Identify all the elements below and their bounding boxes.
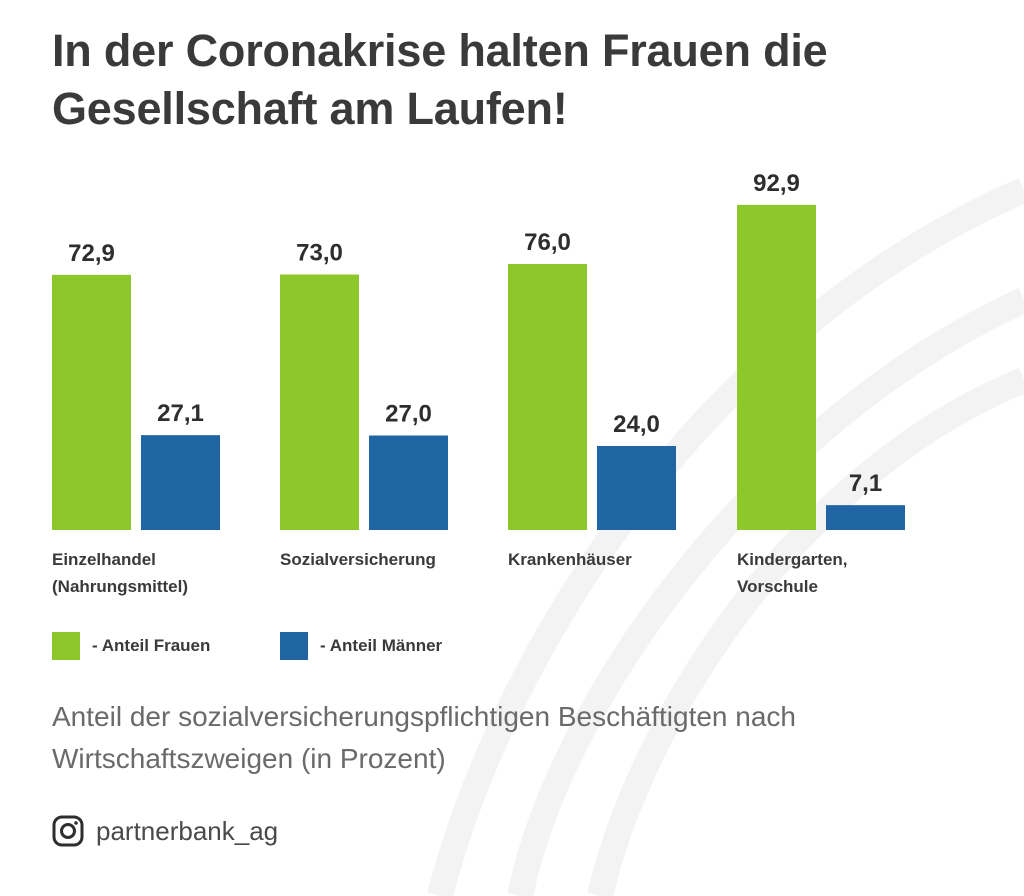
legend-label-maenner: - Anteil Männer [320,636,443,655]
category-label-sozialversicherung: Sozialversicherung [280,550,436,569]
chart-subtitle: Anteil der sozialversicherungspflichtige… [52,701,796,774]
data-label-maenner-einzelhandel: 27,1 [157,400,204,427]
legend-swatch-maenner [280,632,308,660]
category-label-krankenhaeuser: Krankenhäuser [508,550,632,569]
bar-frauen-krankenhaeuser [508,264,587,530]
category-label-einzelhandel: Einzelhandel (Nahrungsmittel) [52,550,188,596]
instagram-icon [52,815,84,847]
data-label-maenner-sozialversicherung: 27,0 [385,401,432,428]
bar-maenner-sozialversicherung [369,435,448,530]
data-label-frauen-sozialversicherung: 73,0 [296,240,343,267]
bar-frauen-sozialversicherung [280,274,359,530]
footer: partnerbank_ag [52,815,278,847]
bar-maenner-einzelhandel [141,435,220,530]
bar-maenner-krankenhaeuser [597,446,676,530]
data-label-maenner-kindergarten: 7,1 [849,470,882,497]
data-label-frauen-einzelhandel: 72,9 [68,240,115,267]
instagram-handle[interactable]: partnerbank_ag [96,815,279,846]
category-label-kindergarten: Kindergarten, Vorschule [737,550,848,596]
data-label-frauen-kindergarten: 92,9 [753,170,800,197]
legend-maenner: - Anteil Männer [280,632,442,660]
legend-frauen: - Anteil Frauen [52,632,210,660]
bar-frauen-kindergarten [737,204,816,530]
legend-label-frauen: - Anteil Frauen [92,636,211,655]
legend-swatch-frauen [52,632,80,660]
chart-title: In der Coronakrise halten Frauen die Ges… [52,25,828,134]
data-label-maenner-krankenhaeuser: 24,0 [613,411,660,438]
data-label-frauen-krankenhaeuser: 76,0 [524,229,571,256]
bar-maenner-kindergarten [826,505,905,530]
bar-frauen-einzelhandel [52,274,131,530]
